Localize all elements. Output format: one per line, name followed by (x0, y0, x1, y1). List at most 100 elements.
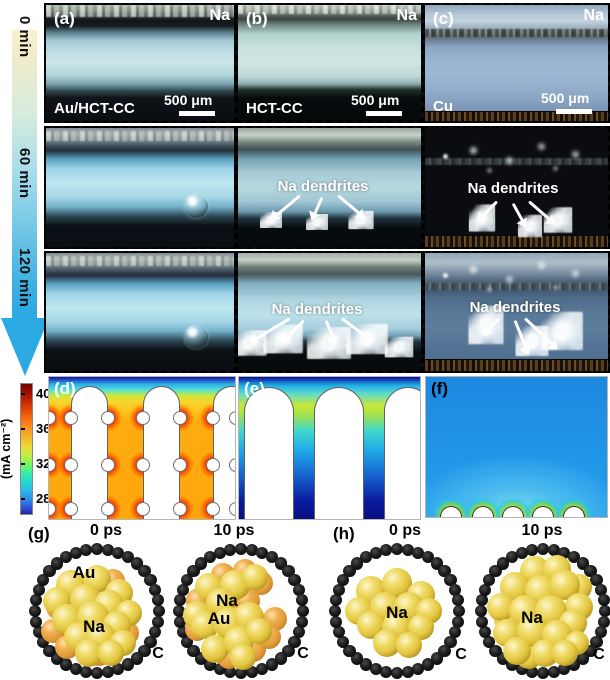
md-time-label-g0: 0 ps (89, 522, 123, 539)
micrograph-c-120min: Na dendrites (423, 251, 610, 373)
carbon-label: C (152, 645, 164, 662)
carbon-atom (359, 658, 373, 671)
time-label-120min: 120 min (16, 248, 33, 308)
time-label-60min: 60 min (16, 148, 33, 199)
carbon-atom (328, 604, 342, 618)
timeline-arrowhead-icon (1, 318, 49, 376)
carbon-label: C (455, 646, 467, 663)
dendrite-crystal (384, 336, 414, 358)
carbon-atom (173, 594, 187, 607)
carbon-atom (265, 658, 279, 671)
atom-label-na: Na (216, 591, 238, 610)
carbon-atom (295, 594, 309, 607)
carbon-atom (172, 604, 186, 618)
pore-circle (173, 458, 187, 472)
carbon-atom (329, 615, 343, 628)
carbon-atom (401, 665, 414, 679)
colorbar-tick-32: 32 (36, 456, 51, 471)
carbon-atom (181, 573, 194, 587)
copper-strip (425, 359, 608, 371)
panel-letter-b: (b) (246, 9, 268, 28)
md-time-label-g10: 10 ps (213, 522, 255, 539)
tube-finger (244, 387, 294, 519)
scale-text: 500 μm (351, 92, 400, 108)
dendrites-label: Na dendrites (271, 301, 363, 318)
time-label-0min: 0 min (16, 16, 33, 58)
pore-circle (136, 458, 150, 472)
crust-texture (425, 158, 608, 165)
scale-text: 500 μm (164, 92, 213, 108)
carbon-atom (558, 663, 571, 676)
carbon-atom (187, 644, 200, 658)
atom-label-na: Na (521, 608, 543, 627)
carbon-atom (80, 665, 93, 679)
carbon-atom (152, 604, 166, 618)
carbon-atom (59, 551, 73, 564)
tube-finger (71, 386, 108, 519)
carbon-atom (121, 658, 135, 671)
na-sphere (396, 632, 422, 658)
carbon-atom (597, 615, 610, 628)
carbon-atom (256, 546, 269, 559)
carbon-atom (595, 583, 608, 596)
carbon-atom (597, 594, 610, 607)
pore-circle (173, 411, 187, 425)
carbon-atom (598, 604, 610, 618)
simulation-panel-f: (f) (425, 376, 608, 518)
gas-bubble (184, 325, 208, 349)
carbon-atom (29, 594, 43, 607)
substrate-label: Au/HCT-CC (54, 100, 135, 117)
carbon-atom (332, 626, 345, 639)
atom-label-na: Na (83, 617, 105, 636)
carbon-atom (213, 546, 226, 559)
pore-circle (101, 458, 115, 472)
micrograph-c-0min: (c) Na Cu 500 μm (423, 3, 610, 123)
carbon-atom (449, 626, 462, 639)
crust-texture (238, 5, 421, 14)
pore-circle (64, 502, 78, 516)
carbon-atom (101, 543, 114, 557)
carbon-atom (37, 573, 50, 587)
colorbar-tickmark (21, 428, 25, 430)
carbon-atom (176, 583, 189, 596)
micrograph-image (238, 5, 421, 121)
pore-circle (229, 411, 235, 425)
scale-bar (366, 111, 402, 116)
pore-circle (173, 502, 187, 516)
dendrites-label: Na dendrites (467, 180, 559, 197)
carbon-atom (234, 542, 248, 556)
micrograph-a-120min (44, 251, 236, 373)
carbon-atom (43, 644, 56, 658)
carbon-atom (390, 666, 404, 680)
carbon-atom (256, 663, 269, 676)
carbon-atom (245, 665, 258, 679)
crust-texture (46, 131, 234, 141)
carbon-atom (474, 604, 488, 618)
carbon-atom (483, 635, 496, 649)
carbon-atom (69, 546, 82, 559)
bokeh-highlights (443, 154, 448, 159)
atom-label-au: Au (72, 563, 96, 582)
substrate-label: Cu (433, 98, 453, 115)
micrograph-image (46, 128, 234, 247)
colorbar-tickmark (21, 463, 25, 465)
carbon-atom (412, 546, 425, 559)
tube-finger (213, 386, 235, 519)
na-electrode-label: Na (209, 7, 230, 24)
na-sphere (246, 618, 272, 644)
pore-circle (206, 411, 220, 425)
substrate-label: HCT-CC (246, 100, 303, 117)
crust-texture (46, 256, 234, 266)
carbon-atom (224, 543, 237, 557)
copper-strip (425, 235, 608, 247)
scale-bar (179, 111, 215, 116)
carbon-atom (80, 543, 93, 557)
micrograph-b-0min: (b) Na HCT-CC 500 μm (236, 3, 423, 123)
colorbar-title: (mA cm⁻²) (0, 418, 13, 480)
carbon-atom (478, 626, 491, 639)
carbon-atom (475, 594, 489, 607)
crust-texture (425, 29, 608, 37)
carbon-atom (295, 615, 309, 628)
carbon-label: C (297, 645, 309, 662)
